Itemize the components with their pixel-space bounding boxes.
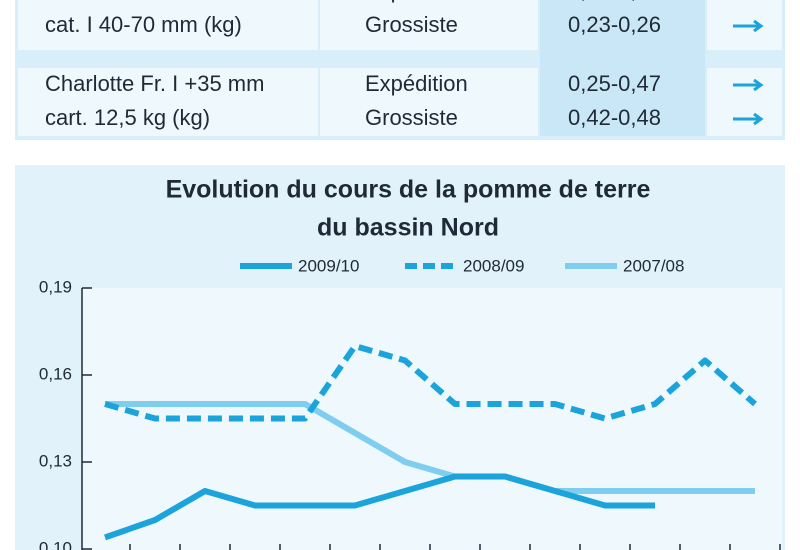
table-cell [320,0,538,50]
y-tick-label: 0,19 [39,277,72,296]
table-cell [707,68,782,136]
stage-label: Expédition [365,71,468,96]
product-label: cat. I 40-70 mm (kg) [45,12,242,37]
product-label: Charlotte Fr. I +35 mm [45,71,264,96]
legend-label: 2007/08 [623,256,684,275]
stage-label: Grossiste [365,12,458,37]
price-label: 0,42-0,48 [568,105,661,130]
product-label: cart. 12,5 kg (kg) [45,105,210,130]
series-line [105,401,755,494]
legend-label: 2009/10 [298,256,359,275]
y-tick-label: 0,10 [39,538,72,550]
chart: 0,10 0,13 0,16 0,19 2009/10 2008/09 2007/08 [39,256,781,550]
chart-title: du bassin Nord [317,214,499,242]
table: Div. var. cons. lav. Fr. Expédition 0,10-0… [45,0,764,130]
price-label: 0,23-0,26 [568,12,661,37]
trend-arrow [733,112,764,126]
stage-label: Grossiste [365,105,458,130]
price-label: 0,25-0,47 [568,71,661,96]
table-cell [18,68,318,136]
series-line [104,343,757,422]
trend-arrow [733,78,764,92]
price-label: 0,10-0,12 [568,0,661,3]
trend-arrow [733,19,764,33]
product-label: Div. var. cons. lav. Fr. [45,0,252,3]
series-line [104,473,655,541]
price-column [540,0,705,136]
table-cell [320,68,538,136]
table-cell [18,0,318,50]
y-tick-label: 0,13 [39,451,72,470]
y-tick-label: 0,16 [39,364,72,383]
legend-label: 2008/09 [463,256,524,275]
stage-label: Expédition [365,0,468,3]
chart-title: Evolution du cours de la pomme de terre [166,176,651,204]
